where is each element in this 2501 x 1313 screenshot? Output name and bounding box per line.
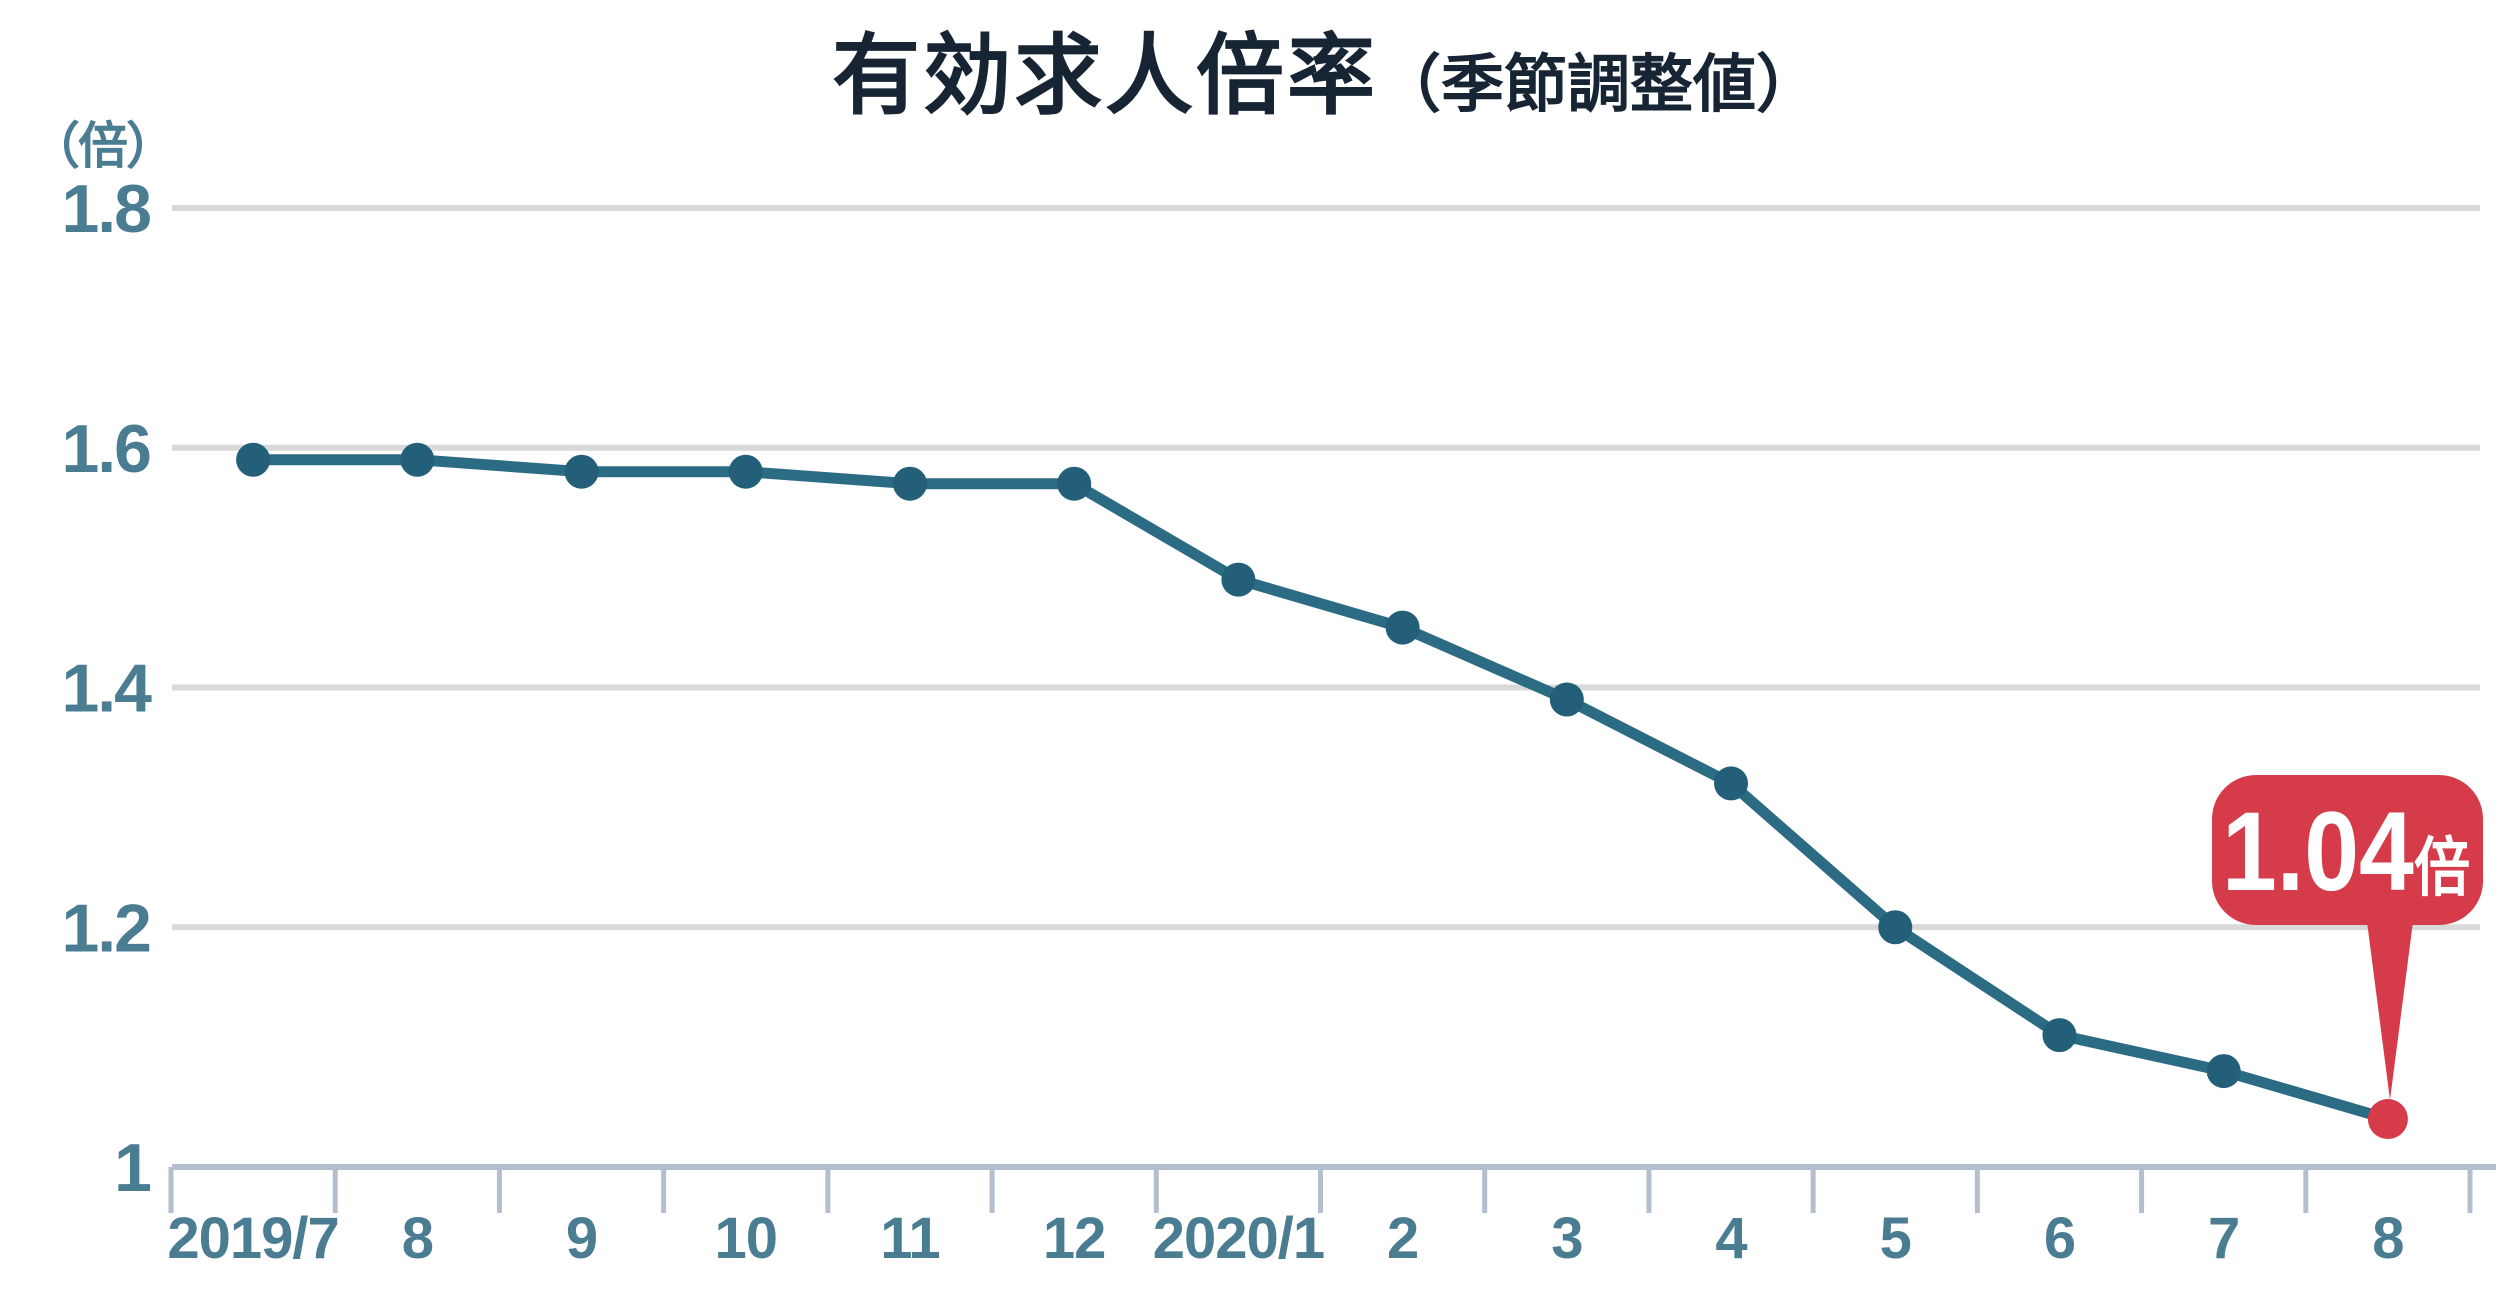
x-tick-label: 4	[1715, 1206, 1747, 1271]
chart-title-main: 有効求人倍率	[831, 26, 1378, 125]
y-tick-label: 1.2	[61, 890, 150, 966]
x-tick-label: 7	[2208, 1206, 2239, 1271]
data-point	[728, 454, 763, 489]
data-point	[1549, 682, 1584, 717]
x-tick-label: 2020/1	[1153, 1206, 1324, 1271]
data-point	[236, 442, 271, 477]
data-point	[564, 454, 599, 489]
data-point	[1385, 610, 1420, 645]
x-tick-label: 10	[714, 1206, 777, 1271]
y-tick-label: 1.6	[61, 411, 150, 487]
y-tick-label: 1.8	[61, 171, 150, 247]
chart-title: 有効求人倍率（季節調整値）	[150, 26, 2501, 125]
x-tick-label: 2019/7	[167, 1206, 338, 1271]
y-axis-unit-label: （倍）	[30, 118, 176, 174]
data-point	[1057, 466, 1092, 501]
x-tick-label: 11	[880, 1206, 939, 1271]
data-point	[1221, 562, 1256, 597]
x-tick-label: 8	[402, 1206, 433, 1271]
y-tick-label: 1.4	[61, 651, 152, 727]
callout-bubble	[2212, 775, 2483, 925]
x-tick-label: 6	[2044, 1206, 2075, 1271]
data-point	[2206, 1054, 2241, 1089]
data-point-highlight	[2367, 1099, 2408, 1140]
data-line	[247, 454, 2394, 1125]
x-tick-label: 3	[1551, 1206, 1582, 1271]
x-tick-label: 12	[1043, 1206, 1106, 1271]
x-tick-label: 5	[1880, 1206, 1911, 1271]
data-point	[2042, 1018, 2077, 1053]
data-point	[892, 466, 927, 501]
data-point	[1714, 766, 1749, 801]
chart-title-suffix: （季節調整値）	[1378, 50, 1819, 120]
callout-unit: 倍	[2414, 832, 2470, 904]
callout-tail	[2366, 914, 2414, 1100]
x-tick-label: 8	[2372, 1206, 2403, 1271]
x-tick-label: 9	[566, 1206, 597, 1271]
x-tick-label: 2	[1387, 1206, 1418, 1271]
y-tick-label: 1	[114, 1130, 150, 1206]
annotation-callout: 1.04倍	[2212, 775, 2483, 1100]
data-point	[1878, 910, 1913, 945]
data-point	[400, 442, 435, 477]
